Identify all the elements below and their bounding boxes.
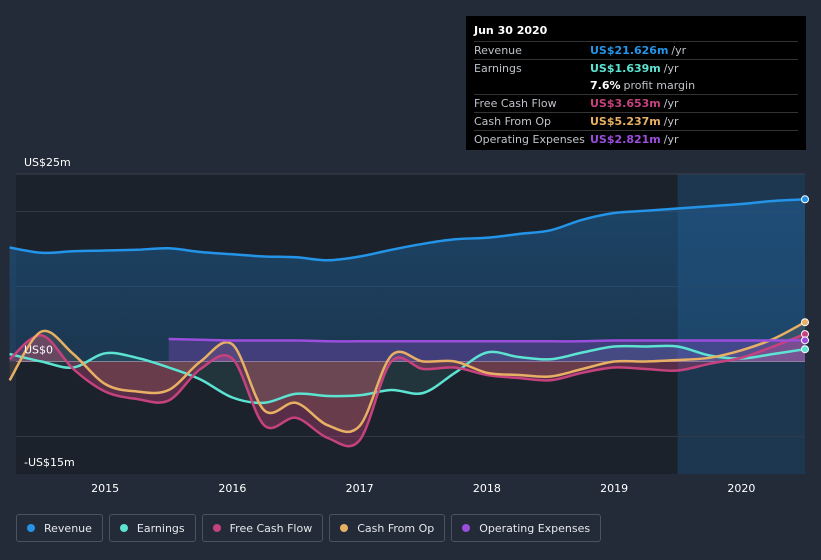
series-area-revenue: [9, 199, 806, 362]
series-endpoint-cash-from-op: [801, 318, 809, 327]
legend-dot: [462, 524, 471, 532]
legend-dot: [340, 524, 349, 532]
tooltip-unit: /yr: [663, 115, 679, 128]
y-tick-label: US$0: [24, 344, 53, 357]
tooltip-label: Free Cash Flow: [474, 97, 557, 110]
chart: US$25m US$0 -US$15m 2015 2016 2017 2018 2019 202…: [8, 156, 809, 495]
tooltip-value: US$2.821m: [590, 133, 661, 146]
y-tick-label: -US$15m: [24, 456, 75, 469]
tooltip-margin-text: profit margin: [623, 79, 696, 92]
tooltip-unit: /yr: [671, 44, 687, 57]
tooltip-label: Earnings: [474, 62, 522, 75]
tooltip-value: US$5.237m: [590, 115, 661, 128]
legend-item-revenue[interactable]: Revenue: [16, 514, 103, 542]
series-area-operating-expenses: [168, 339, 805, 362]
legend: Revenue Earnings Free Cash Flow Cash Fro…: [16, 514, 602, 542]
legend-item-operating-expenses[interactable]: Operating Expenses: [451, 514, 602, 542]
legend-dot: [119, 524, 128, 532]
tooltip-label: Cash From Op: [474, 115, 552, 128]
legend-label: Free Cash Flow: [229, 521, 313, 535]
x-tick-label: 2016: [218, 482, 246, 495]
tooltip-row-fcf: Free Cash Flow US$3.653m /yr: [474, 94, 798, 112]
tooltip-row-opex: Operating Expenses US$2.821m /yr: [474, 130, 798, 148]
x-tick-label: 2019: [600, 482, 628, 495]
x-tick-label: 2017: [346, 482, 374, 495]
series-area-cash-from-op: [9, 322, 806, 432]
tooltip-row-cfo: Cash From Op US$5.237m /yr: [474, 112, 798, 130]
legend-item-cash-from-op[interactable]: Cash From Op: [329, 514, 446, 542]
series-area-earnings: [9, 345, 806, 403]
series-endpoint-earnings: [801, 345, 809, 354]
series-endpoint-operating-expenses: [801, 336, 809, 345]
legend-label: Operating Expenses: [479, 521, 591, 535]
tooltip-panel: Jun 30 2020 Revenue US$21.626m /yr Earni…: [466, 16, 806, 150]
legend-label: Earnings: [136, 521, 185, 535]
legend-dot: [212, 524, 221, 532]
series-endpoint-revenue: [801, 195, 809, 204]
x-tick-label: 2018: [473, 482, 501, 495]
tooltip-date: Jun 30 2020: [474, 24, 548, 37]
y-tick-label: US$25m: [24, 156, 71, 169]
tooltip-row-earnings: Earnings US$1.639m /yr: [474, 59, 798, 77]
legend-item-earnings[interactable]: Earnings: [108, 514, 196, 542]
legend-label: Cash From Op: [357, 521, 435, 535]
tooltip-label: Revenue: [474, 44, 522, 57]
tooltip-unit: /yr: [663, 97, 679, 110]
tooltip-row-revenue: Revenue US$21.626m /yr: [474, 41, 798, 59]
tooltip-margin-value: 7.6%: [590, 79, 621, 92]
legend-dot: [27, 524, 35, 532]
tooltip-value: US$3.653m: [590, 97, 661, 110]
legend-label: Revenue: [44, 521, 92, 535]
tooltip-value: US$1.639m: [590, 62, 661, 75]
tooltip-unit: /yr: [663, 133, 679, 146]
x-tick-label: 2020: [727, 482, 755, 495]
tooltip-row-margin: 7.6% profit margin: [474, 77, 798, 94]
legend-item-free-cash-flow[interactable]: Free Cash Flow: [201, 514, 324, 542]
series-line-revenue: [9, 198, 806, 262]
series-line-operating-expenses: [168, 337, 806, 343]
series-line-cash-from-op: [8, 321, 806, 434]
tooltip-label: Operating Expenses: [474, 133, 585, 146]
x-tick-label: 2015: [91, 482, 119, 495]
series-line-free-cash-flow: [8, 332, 806, 448]
series-line-earnings: [9, 344, 806, 405]
tooltip-value: US$21.626m: [590, 44, 669, 57]
tooltip-unit: /yr: [663, 62, 679, 75]
